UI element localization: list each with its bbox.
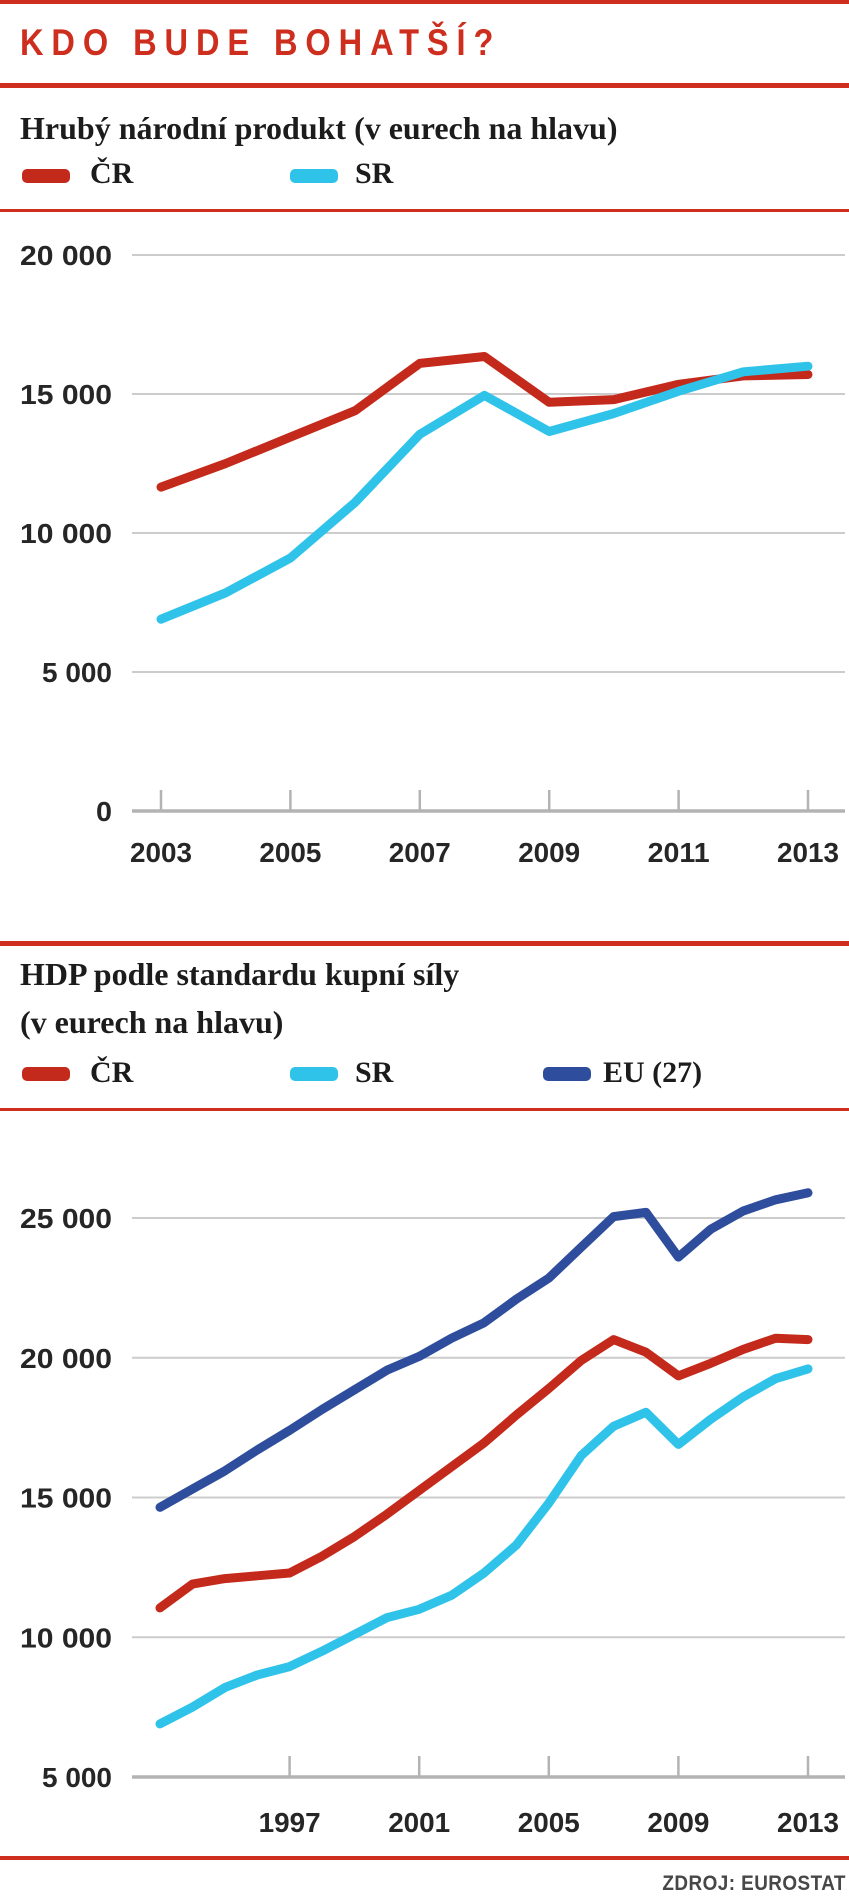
legend-swatch-eu xyxy=(543,1067,591,1081)
chart2-title-line2: (v eurech na hlavu) xyxy=(20,1004,284,1040)
chart2-legend-divider xyxy=(0,1108,849,1111)
chart2-title-line1: HDP podle standardu kupní síly xyxy=(20,956,460,992)
legend-label-eu: EU (27) xyxy=(603,1056,703,1089)
page-title: KDO BUDE BOHATŠÍ? xyxy=(20,22,502,63)
source-label: ZDROJ: EUROSTAT xyxy=(662,1872,846,1895)
svg-text:2005: 2005 xyxy=(259,837,321,868)
top-accent-line xyxy=(0,0,849,4)
footer-divider xyxy=(0,1856,849,1860)
header-divider xyxy=(0,83,849,88)
chart1-title: Hrubý národní produkt (v eurech na hlavu… xyxy=(20,110,618,146)
legend-swatch-sr xyxy=(290,169,338,183)
svg-text:20 000: 20 000 xyxy=(20,1343,112,1374)
svg-text:1997: 1997 xyxy=(259,1807,321,1838)
svg-text:10 000: 10 000 xyxy=(20,518,112,549)
svg-text:2009: 2009 xyxy=(518,837,580,868)
svg-text:15 000: 15 000 xyxy=(20,379,112,410)
legend-label-sr-2: SR xyxy=(355,1056,394,1089)
svg-text:0: 0 xyxy=(96,796,112,827)
svg-text:2001: 2001 xyxy=(388,1807,450,1838)
section-divider xyxy=(0,941,849,946)
svg-text:15 000: 15 000 xyxy=(20,1483,112,1514)
svg-text:5 000: 5 000 xyxy=(42,657,112,688)
svg-text:2013: 2013 xyxy=(777,1807,839,1838)
gdp-pps-chart: 25 000 20 000 15 000 10 000 5 000 1997 2001 200… xyxy=(20,1188,845,1838)
gnp-chart: 20 000 15 000 10 000 5 000 0 2003 2005 2007 2009… xyxy=(20,240,845,868)
legend-swatch-sr-2 xyxy=(290,1067,338,1081)
legend-swatch-cr-2 xyxy=(22,1067,70,1081)
legend-label-cr: ČR xyxy=(90,157,134,190)
svg-text:20 000: 20 000 xyxy=(20,240,112,271)
svg-text:2009: 2009 xyxy=(647,1807,709,1838)
svg-text:25 000: 25 000 xyxy=(20,1203,112,1234)
chart1-legend-divider xyxy=(0,209,849,212)
legend-label-sr: SR xyxy=(355,157,394,190)
svg-text:2011: 2011 xyxy=(648,837,710,868)
legend-label-cr-2: ČR xyxy=(90,1056,134,1089)
svg-text:2007: 2007 xyxy=(389,837,451,868)
svg-text:2013: 2013 xyxy=(777,837,839,868)
svg-text:10 000: 10 000 xyxy=(20,1622,112,1653)
chart2-title: HDP podle standardu kupní síly (v eurech… xyxy=(20,950,459,1046)
legend-swatch-cr xyxy=(22,169,70,183)
svg-text:5 000: 5 000 xyxy=(42,1762,112,1793)
svg-text:2003: 2003 xyxy=(130,837,192,868)
svg-text:2005: 2005 xyxy=(518,1807,580,1838)
